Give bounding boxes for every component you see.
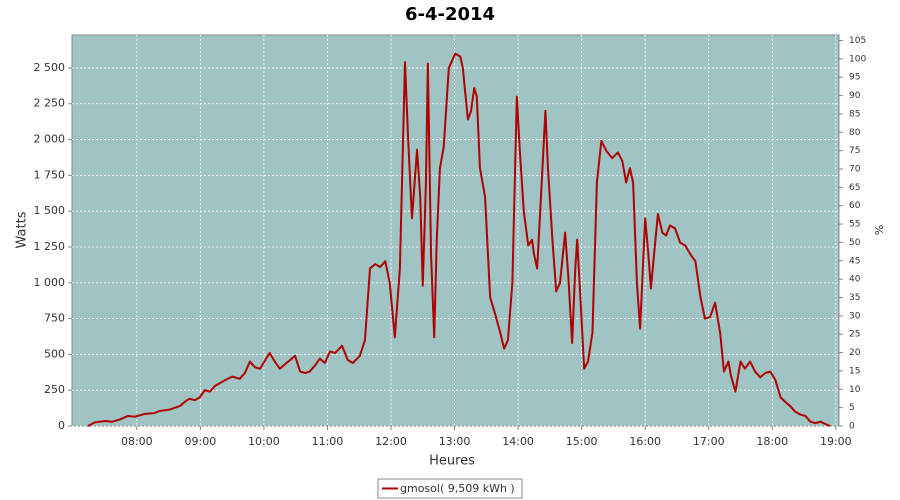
chart-title: 6-4-2014 — [405, 4, 495, 25]
y2-tick-label: 65 — [849, 183, 860, 193]
y2-axis-label: % — [873, 225, 886, 235]
x-axis-label: Heures — [429, 454, 475, 469]
plot-area — [71, 34, 840, 427]
y2-tick-label: 30 — [849, 311, 861, 321]
y2-tick-label: 0 — [849, 422, 855, 432]
x-tick-label: 18:00 — [756, 435, 788, 448]
x-tick-label: 15:00 — [566, 435, 598, 448]
y2-tick-label: 10 — [849, 385, 861, 395]
y2-tick-label: 75 — [849, 146, 860, 156]
y2-tick-label: 95 — [849, 73, 860, 83]
y2-tick-label: 80 — [849, 128, 861, 138]
y-tick-label: 250 — [44, 383, 65, 396]
x-tick-label: 13:00 — [439, 435, 471, 448]
y-tick-label: 1 000 — [34, 276, 66, 289]
x-tick-label: 09:00 — [185, 435, 217, 448]
legend-label: gmosol( 9,509 kWh ) — [400, 482, 515, 495]
y-tick-label: 2 250 — [34, 97, 66, 110]
y2-tick-label: 100 — [849, 54, 866, 64]
y2-tick-label: 85 — [849, 109, 860, 119]
y2-tick-label: 70 — [849, 165, 861, 175]
y2-tick-label: 20 — [849, 348, 861, 358]
y2-tick-label: 60 — [849, 201, 861, 211]
y2-tick-label: 90 — [849, 91, 861, 101]
y2-tick-label: 40 — [849, 275, 861, 285]
y2-tick-label: 5 — [849, 403, 855, 413]
data-line — [87, 52, 831, 427]
y-tick-label: 0 — [58, 419, 65, 432]
y2-tick-label: 50 — [849, 238, 861, 248]
x-tick-label: 17:00 — [693, 435, 725, 448]
y2-tick-label: 105 — [849, 36, 866, 46]
y-tick-label: 1 500 — [34, 204, 66, 217]
y-tick-label: 750 — [44, 312, 65, 325]
y-tick-label: 500 — [44, 347, 65, 360]
y-axis-label: Watts — [15, 211, 30, 248]
y2-tick-label: 45 — [849, 256, 860, 266]
x-tick-label: 19:00 — [820, 435, 852, 448]
y-tick-label: 1 750 — [34, 168, 66, 181]
x-tick-label: 16:00 — [629, 435, 661, 448]
y-tick-label: 2 000 — [34, 133, 66, 146]
y2-tick-label: 35 — [849, 293, 860, 303]
legend-box — [377, 478, 523, 499]
x-tick-label: 11:00 — [312, 435, 344, 448]
y-tick-label: 1 250 — [34, 240, 66, 253]
x-tick-label: 10:00 — [248, 435, 280, 448]
x-tick-label: 14:00 — [502, 435, 534, 448]
y2-tick-label: 15 — [849, 366, 860, 376]
y2-tick-label: 25 — [849, 330, 860, 340]
x-tick-label: 08:00 — [121, 435, 153, 448]
x-tick-label: 12:00 — [375, 435, 407, 448]
y-tick-label: 2 500 — [34, 61, 66, 74]
y2-tick-label: 55 — [849, 220, 860, 230]
